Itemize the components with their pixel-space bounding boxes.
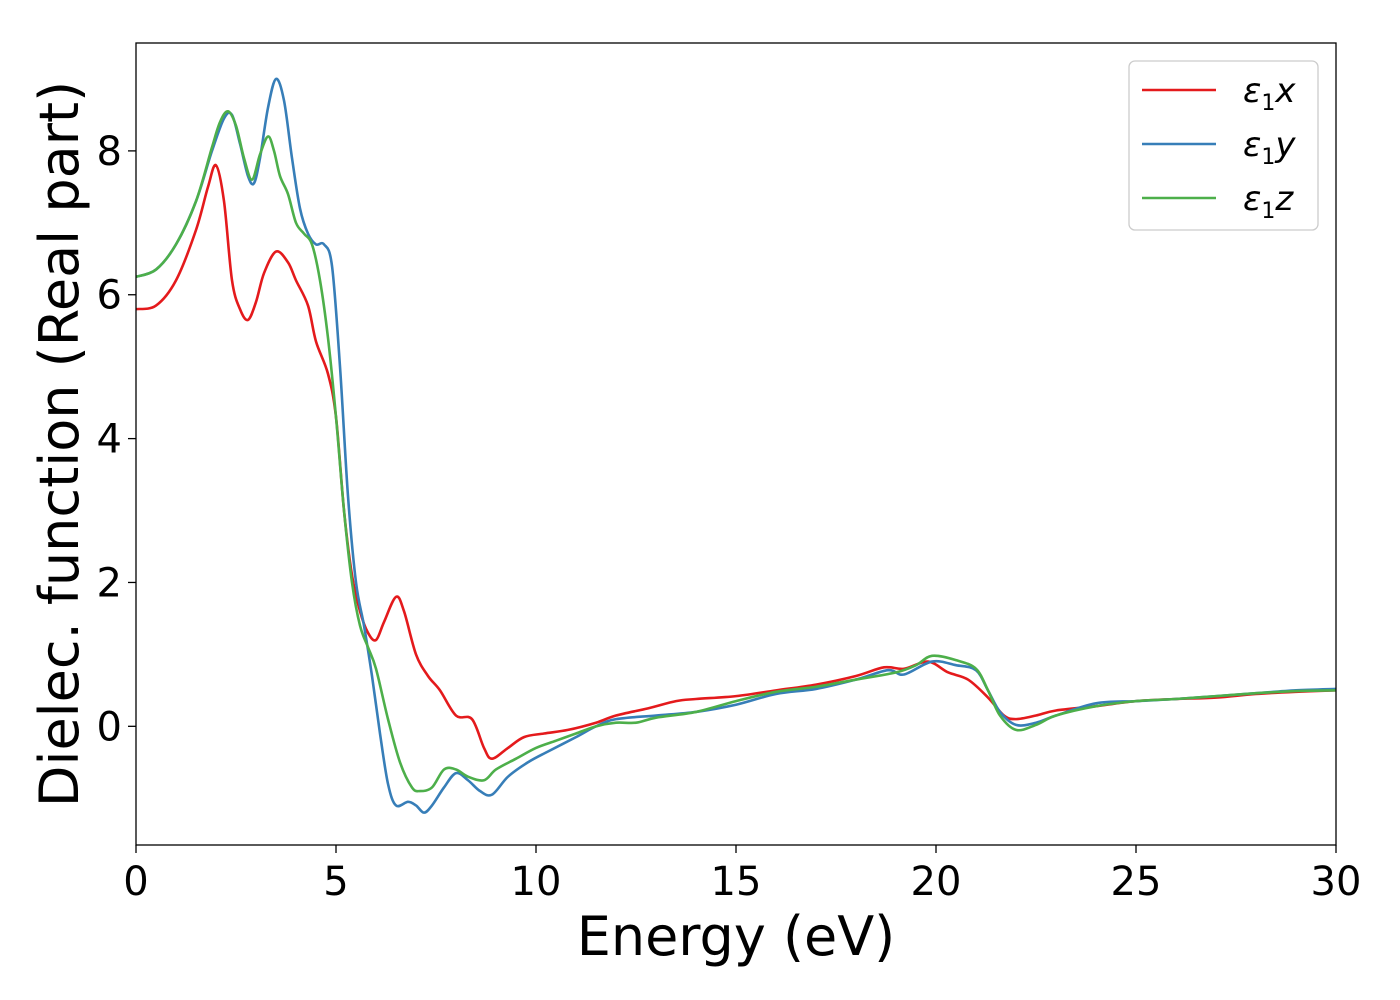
x-tick-label: 15	[711, 859, 762, 905]
y-tick-label: 6	[97, 273, 122, 319]
series-layer	[136, 77, 1336, 814]
x-tick-label: 10	[511, 859, 562, 905]
y-tick-label: 0	[97, 704, 122, 750]
legend-label: ε1x	[1243, 71, 1296, 116]
y-tick-label: 8	[97, 129, 122, 175]
y-tick-label: 2	[97, 560, 122, 606]
legend-label: ε1y	[1243, 125, 1296, 170]
y-axis-title: Dielec. function (Real part)	[28, 81, 91, 807]
x-tick-label: 25	[1111, 859, 1162, 905]
legend: ε1x ε1y ε1z	[1128, 60, 1319, 231]
x-tick-label: 0	[123, 859, 148, 905]
legend-box	[1128, 60, 1319, 231]
x-tick-label: 20	[911, 859, 962, 905]
y-tick-label: 4	[97, 417, 122, 463]
x-tick-label: 5	[323, 859, 348, 905]
legend-label: ε1z	[1243, 179, 1294, 224]
y-axis-ticks: 0 2 4 6 8	[97, 129, 136, 750]
x-axis-ticks: 0 5 10 15 20 25 30	[123, 845, 1361, 905]
x-tick-label: 30	[1311, 859, 1362, 905]
x-axis-title: Energy (eV)	[577, 905, 896, 968]
series-line-z	[136, 110, 1336, 793]
